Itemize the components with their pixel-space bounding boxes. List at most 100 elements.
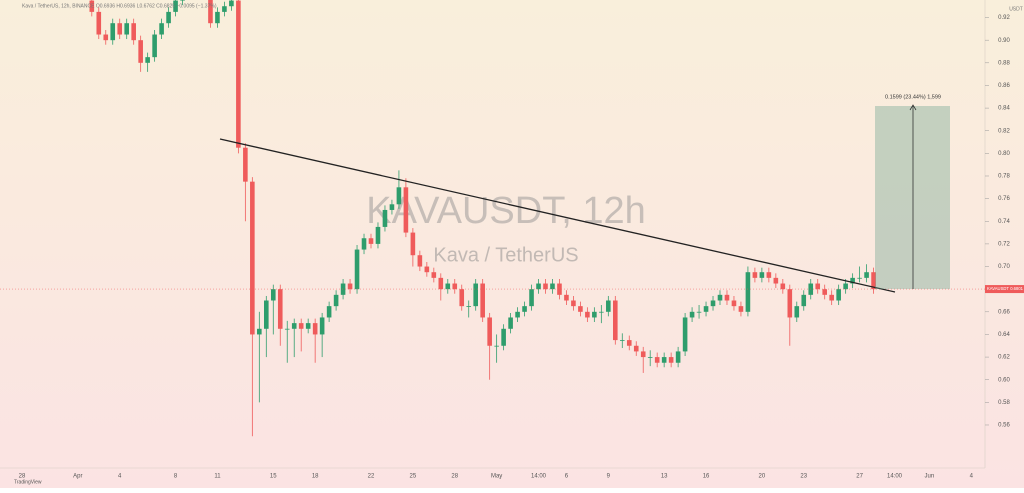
y-tick-label: 0.84 [998,106,1010,112]
candle-body [640,351,646,358]
candle-body [152,34,157,58]
x-tick-label: 4 [118,474,122,480]
x-tick-label: Apr [73,474,82,480]
candle-body [606,300,611,312]
candle-body [773,277,779,284]
candle-body [215,11,220,24]
candle-body [389,204,395,210]
currency: USDT [1009,6,1023,12]
last-price-symbol: KAVAUSDT [987,286,1009,291]
candle-body [124,23,129,35]
measure-box [875,106,950,289]
x-tick-label: 25 [410,474,417,480]
candle-body [857,277,862,279]
candle-body [250,181,255,335]
x-tick-label: 20 [759,474,766,480]
candle-body [529,289,534,307]
candle-body [319,317,325,335]
x-tick-label: May [491,474,502,480]
candle-body [438,277,444,290]
candle-body [257,328,262,335]
candle-body [494,345,499,347]
candle-body [578,306,583,312]
candle-body [312,323,318,335]
y-tick-label: 0.92 [998,15,1010,21]
x-tick-label: 14:00 [887,474,903,480]
candle-body [696,311,702,313]
candle-body [354,249,360,290]
candle-body [243,147,248,182]
candle-body [208,0,213,24]
x-tick-label: 27 [856,474,863,480]
candle-body [466,306,472,307]
candle-body [382,209,388,227]
y-tick-label: 0.62 [998,355,1010,361]
candle-body [836,289,841,301]
candle-body [543,283,548,290]
candle-body [557,283,562,295]
candle-body [571,300,576,307]
candle-body [675,351,681,363]
candle-body [305,323,311,329]
x-tick-label: 18 [312,474,319,480]
candles [0,0,985,437]
candle-body [703,306,709,312]
candle-body [291,323,297,329]
y-tick-label: 0.88 [998,60,1010,66]
x-tick-label: 13 [661,474,668,480]
brand: TradingView [14,479,42,485]
candle-body [284,328,290,330]
candle-body [103,34,109,41]
candle-body [710,300,716,307]
y-tick-label: 0.76 [998,196,1010,202]
candle-body [333,294,339,307]
x-tick-label: 6 [565,474,569,480]
candle-body [298,323,304,329]
candle-body [536,283,541,290]
last-price-value: 0.6801 [1010,286,1023,291]
y-tick-label: 0.64 [998,332,1010,338]
candle-body [166,11,171,24]
candle-body [410,232,416,256]
candle-body [843,283,848,290]
candle-body [277,289,283,329]
candle-body [619,340,625,341]
candle-body [731,300,737,307]
x-tick-label: 11 [214,474,221,480]
candle-body [794,306,800,318]
candle-body [871,272,876,290]
candle-body [801,294,807,307]
candle-body [668,357,674,363]
candle-body [815,283,821,290]
candle-body [745,272,751,312]
candle-body [766,272,772,278]
y-tick-label: 0.70 [998,264,1010,270]
x-tick-label: 4 [970,474,974,480]
candle-body [445,283,451,290]
candle-body [326,306,332,318]
y-tick-label: 0.90 [998,38,1010,44]
candle-body [626,340,632,346]
y-tick-label: 0.82 [998,128,1010,134]
candle-body [417,255,423,267]
x-tick-label: 28 [451,474,458,480]
candle-body [724,294,730,301]
candle-body [431,272,437,278]
header: Kava / TetherUS, 12h, BINANCE O0.6936 H0… [22,3,217,9]
candle-body [347,283,353,290]
candle-body [396,187,402,205]
candle-body [117,23,123,35]
candle-body [403,187,409,233]
y-tick-label: 0.66 [998,309,1010,315]
candle-body [459,289,465,307]
candle-body [689,311,695,318]
candle-body [375,226,381,244]
x-tick-label: 16 [703,474,710,480]
y-tick-label: 0.80 [998,151,1010,157]
candle-body [633,345,639,352]
candle-body [222,6,227,12]
candle-body [361,238,367,250]
candle-body [717,294,723,301]
candle-body [647,357,653,358]
candle-body [159,23,164,35]
